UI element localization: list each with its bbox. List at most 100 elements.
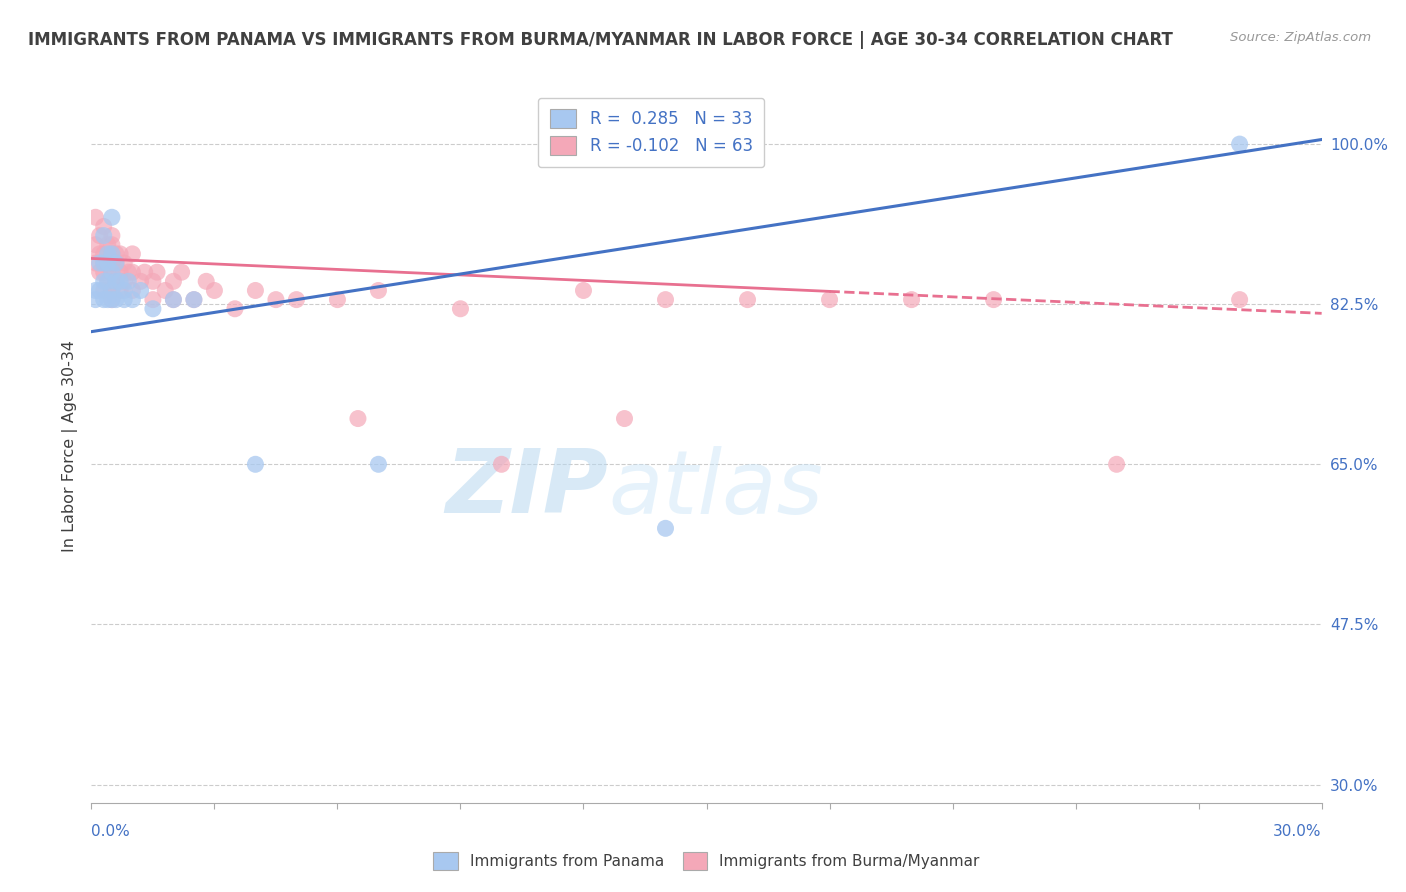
Point: [101, 293, 124, 307]
Point: [108, 247, 131, 261]
Point: [202, 284, 225, 298]
Point: [105, 247, 127, 261]
Point: [93, 256, 115, 270]
Point: [170, 265, 193, 279]
Point: [101, 211, 124, 225]
Point: [89, 247, 111, 261]
Point: [101, 284, 124, 298]
Point: [105, 274, 127, 288]
Point: [108, 274, 131, 288]
Point: [129, 284, 152, 298]
Point: [183, 293, 205, 307]
Point: [93, 256, 115, 270]
Point: [101, 265, 124, 279]
Point: [129, 274, 152, 288]
Point: [97, 274, 120, 288]
Point: [84, 237, 107, 252]
Point: [93, 228, 115, 243]
Point: [93, 293, 115, 307]
Point: [84, 284, 107, 298]
Point: [117, 274, 139, 288]
Point: [112, 293, 135, 307]
Point: [162, 274, 184, 288]
Point: [97, 237, 120, 252]
Point: [89, 265, 111, 279]
Point: [93, 284, 115, 298]
Point: [1105, 458, 1128, 472]
Point: [101, 247, 124, 261]
Point: [112, 256, 135, 270]
Point: [101, 237, 124, 252]
Point: [101, 256, 124, 270]
Point: [89, 284, 111, 298]
Point: [97, 293, 120, 307]
Point: [654, 293, 676, 307]
Point: [97, 256, 120, 270]
Point: [101, 228, 124, 243]
Point: [146, 265, 169, 279]
Point: [654, 521, 676, 535]
Point: [121, 284, 143, 298]
Point: [1229, 293, 1251, 307]
Point: [224, 301, 246, 316]
Point: [97, 274, 120, 288]
Point: [142, 274, 165, 288]
Point: [183, 293, 205, 307]
Point: [264, 293, 287, 307]
Text: ZIP: ZIP: [446, 445, 607, 533]
Point: [93, 247, 115, 261]
Point: [93, 274, 115, 288]
Y-axis label: In Labor Force | Age 30-34: In Labor Force | Age 30-34: [62, 340, 77, 552]
Point: [112, 274, 135, 288]
Text: 0.0%: 0.0%: [91, 824, 131, 838]
Point: [105, 274, 127, 288]
Point: [153, 284, 177, 298]
Point: [112, 284, 135, 298]
Point: [983, 293, 1005, 307]
Point: [89, 228, 111, 243]
Point: [97, 247, 120, 261]
Text: 30.0%: 30.0%: [1274, 824, 1322, 838]
Point: [121, 247, 143, 261]
Point: [285, 293, 308, 307]
Point: [84, 211, 107, 225]
Point: [134, 265, 156, 279]
Point: [101, 293, 124, 307]
Point: [142, 293, 165, 307]
Point: [93, 265, 115, 279]
Point: [737, 293, 759, 307]
Point: [491, 458, 513, 472]
Point: [84, 256, 107, 270]
Point: [108, 265, 131, 279]
Point: [93, 219, 115, 234]
Point: [101, 284, 124, 298]
Legend: Immigrants from Panama, Immigrants from Burma/Myanmar: Immigrants from Panama, Immigrants from …: [426, 845, 987, 877]
Point: [117, 265, 139, 279]
Text: atlas: atlas: [607, 446, 823, 532]
Point: [572, 284, 595, 298]
Point: [105, 256, 127, 270]
Point: [367, 284, 389, 298]
Text: Source: ZipAtlas.com: Source: ZipAtlas.com: [1230, 31, 1371, 45]
Point: [105, 256, 127, 270]
Point: [108, 284, 131, 298]
Point: [245, 458, 267, 472]
Point: [449, 301, 471, 316]
Point: [101, 247, 124, 261]
Point: [162, 293, 184, 307]
Point: [326, 293, 349, 307]
Point: [142, 301, 165, 316]
Point: [89, 256, 111, 270]
Point: [818, 293, 841, 307]
Point: [195, 274, 218, 288]
Point: [162, 293, 184, 307]
Point: [245, 284, 267, 298]
Point: [613, 411, 636, 425]
Point: [1229, 137, 1251, 152]
Point: [121, 265, 143, 279]
Point: [97, 256, 120, 270]
Point: [101, 265, 124, 279]
Point: [367, 458, 389, 472]
Point: [105, 293, 127, 307]
Point: [900, 293, 922, 307]
